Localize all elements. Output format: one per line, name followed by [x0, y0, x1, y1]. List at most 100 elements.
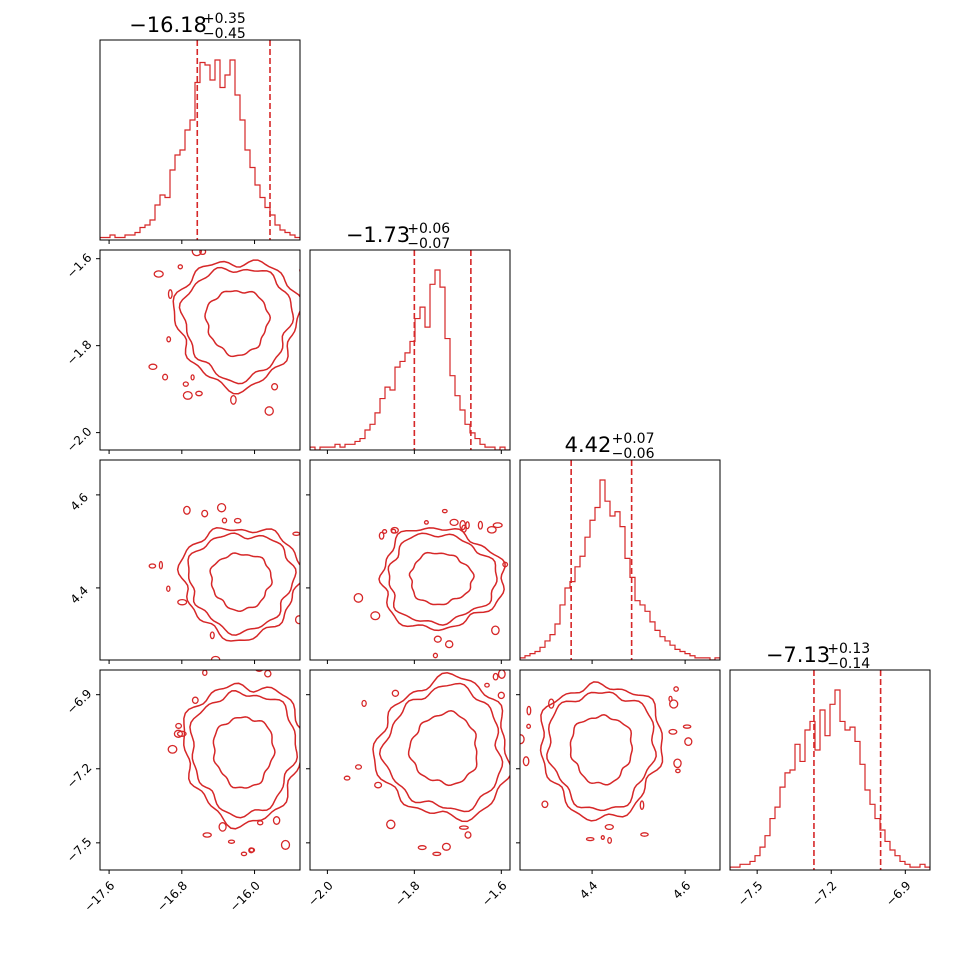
contour-island-2-3-21: [625, 652, 629, 655]
contour-island-2-3-3: [673, 758, 682, 769]
contour-island-2-3-20: [668, 695, 673, 703]
contour-island-2-3-6: [640, 832, 649, 837]
contour-island-1-2-15: [502, 561, 509, 568]
contour-2-3-0: [569, 714, 634, 786]
contour-1-3-0: [407, 709, 478, 787]
param-title-lower-1: −0.07: [407, 236, 450, 252]
contour-island-1-3-0: [511, 729, 517, 735]
contour-2-3-2: [539, 681, 664, 822]
histogram-3: [730, 689, 930, 870]
param-title-upper-2: +0.07: [612, 431, 655, 447]
contour-island-0-1-18: [177, 264, 184, 270]
axes-frame-2-3: [519, 669, 721, 871]
contour-0-3-0: [212, 716, 276, 789]
contour-0-2-2: [176, 527, 300, 642]
contour-island-1-3-7: [518, 702, 526, 711]
contour-island-2-3-16: [639, 800, 645, 811]
y-tick-label-2-0: 4.4: [68, 583, 91, 606]
contour-island-0-2-7: [313, 569, 321, 573]
contour-2-3-1: [546, 691, 657, 812]
contour-island-2-3-1: [548, 698, 555, 709]
param-title-1: −1.73: [346, 223, 410, 247]
contour-island-1-3-10: [458, 825, 469, 830]
x-tick-label-0-1: −16.8: [154, 878, 190, 914]
contour-island-0-2-6: [166, 585, 171, 592]
contour-island-1-3-19: [432, 851, 442, 857]
contour-island-1-3-1: [417, 845, 427, 851]
x-tick-label-0-0: −17.6: [82, 878, 118, 914]
contour-island-1-3-5: [533, 770, 542, 779]
y-tick-label-3-0: −7.5: [64, 835, 95, 866]
contour-island-0-3-2: [241, 641, 246, 647]
contour-island-1-2-12: [432, 652, 439, 659]
hist-panel-3: −7.13+0.13−0.14: [729, 641, 931, 871]
contour-island-0-2-15: [221, 517, 228, 524]
contour-island-2-3-12: [673, 686, 679, 692]
contour-island-1-2-8: [441, 508, 448, 514]
contour-island-0-2-10: [294, 615, 300, 625]
contour-island-2-3-19: [684, 737, 693, 747]
axes-frame-1-2: [309, 459, 511, 661]
contour-panel-1-2: [309, 459, 511, 661]
contour-island-1-3-11: [354, 764, 363, 770]
contour-island-1-2-7: [381, 529, 388, 534]
contour-island-0-2-4: [292, 531, 300, 537]
contour-panel-0-2: [99, 459, 321, 667]
axes-frame-2-2: [519, 459, 721, 661]
param-title-2: 4.42: [565, 433, 612, 457]
contour-island-2-3-13: [675, 768, 681, 774]
contour-island-1-2-13: [444, 640, 454, 649]
hist-panel-2: 4.42 +0.07−0.06: [519, 431, 721, 661]
axes-frame-3-3: [729, 669, 931, 871]
contour-island-1-3-6: [441, 842, 451, 851]
contour-0-3-2: [183, 682, 300, 830]
hist-panel-0: −16.18+0.35−0.45: [99, 11, 301, 241]
contour-island-1-3-3: [391, 689, 400, 697]
contour-island-2-3-15: [573, 651, 579, 654]
param-title-lower-3: −0.14: [827, 656, 870, 672]
contour-island-0-1-8: [199, 250, 207, 256]
contour-1-2-0: [408, 551, 475, 606]
axes-frame-0-2: [99, 459, 301, 661]
x-tick-label-1-1: −1.8: [392, 878, 423, 909]
contour-island-2-3-4: [522, 756, 530, 767]
axes-frame-1-1: [309, 249, 511, 451]
param-title-upper-0: +0.35: [203, 11, 246, 27]
contour-panel-2-3: [519, 651, 721, 871]
contour-island-0-3-17: [255, 670, 264, 672]
contour-island-0-2-21: [201, 509, 209, 518]
contour-island-0-1-11: [230, 394, 237, 405]
contour-island-0-2-12: [216, 502, 227, 513]
contour-island-1-2-6: [370, 611, 381, 621]
contour-island-1-2-9: [378, 531, 385, 540]
contour-island-1-2-4: [449, 518, 459, 527]
contour-island-0-1-13: [190, 374, 195, 381]
contour-0-1-0: [204, 290, 272, 358]
contour-island-0-1-7: [195, 390, 203, 397]
y-tick-label-3-1: −7.2: [64, 761, 95, 792]
y-tick-label-1-1: −1.8: [64, 337, 95, 368]
contour-island-1-2-21: [353, 592, 364, 603]
contour-island-0-2-1: [209, 631, 215, 640]
contour-island-0-3-8: [218, 822, 227, 832]
x-tick-label-2-0: 4.4: [577, 878, 600, 901]
param-title-3: −7.13: [766, 643, 830, 667]
contour-island-0-1-9: [182, 390, 193, 400]
contour-island-1-2-17: [423, 520, 429, 525]
contour-island-2-3-8: [541, 800, 549, 809]
contour-island-1-2-20: [459, 519, 467, 531]
y-tick-label-2-1: 4.6: [68, 490, 91, 513]
contour-island-2-3-0: [682, 724, 692, 729]
contour-1-2-2: [378, 527, 506, 632]
contour-island-0-2-8: [256, 663, 264, 667]
contour-panel-1-3: [309, 669, 542, 871]
x-tick-label-0-2: −16.0: [227, 878, 263, 914]
contour-island-0-3-0: [310, 731, 314, 734]
contour-island-0-3-10: [280, 839, 291, 850]
hist-panel-1: −1.73+0.06−0.07: [309, 221, 511, 451]
contour-island-0-1-20: [162, 373, 169, 381]
contour-island-1-3-14: [374, 781, 383, 789]
contour-island-0-3-16: [175, 722, 183, 729]
contour-island-0-3-15: [256, 820, 264, 826]
contour-island-2-3-11: [585, 836, 595, 842]
